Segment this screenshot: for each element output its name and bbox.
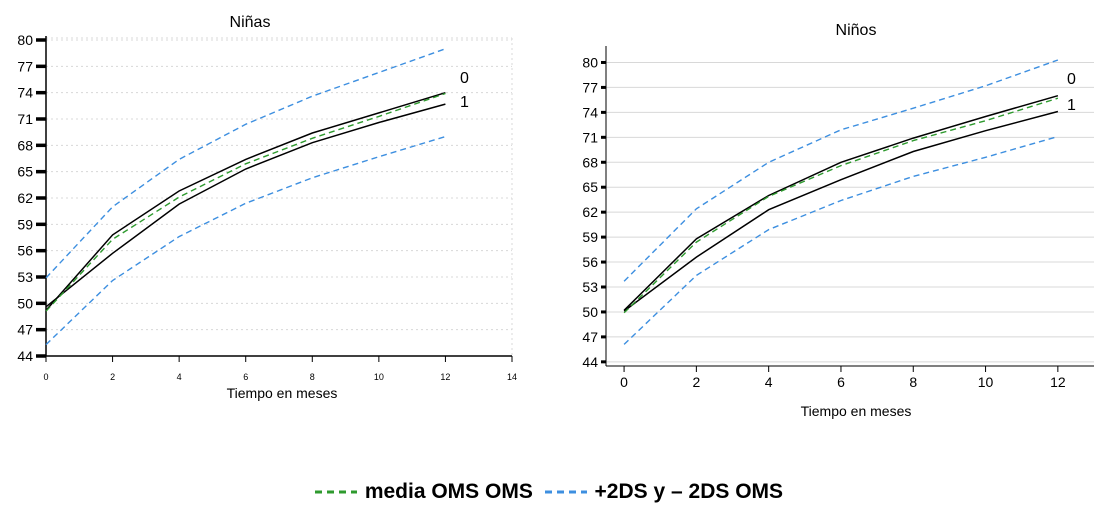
legend-mean-swatch [314,490,357,494]
chart-ninos-series [623,59,1059,345]
chart-ninos-xtick-label-4: 8 [909,374,917,390]
chart-ninas-xtick-label-7: 14 [507,372,517,382]
chart-ninos-xtick-label-6: 12 [1050,374,1066,390]
legend-mean-label: media OMS OMS [364,480,533,503]
chart-ninos-ytick-label-10: 74 [582,104,598,120]
chart-ninos-ytick-label-9: 71 [582,129,598,145]
chart-ninas-xtick-label-5: 10 [374,372,384,382]
chart-ninos-xtick-label-3: 6 [837,374,845,390]
chart-ninas-line-media-oms [45,92,446,312]
chart-ninos-line-1 [623,110,1059,312]
chart-ninos-xtick-label-5: 10 [978,374,994,390]
chart-ninas-xtick-label-4: 8 [310,372,315,382]
chart-ninos-ytick-label-7: 65 [582,179,598,195]
chart-ninos-axes [605,46,1094,367]
chart-ninos-series-1-label: 1 [1067,97,1076,114]
chart-ninos-ytick-label-3: 53 [582,279,598,295]
chart-ninas-series-0-label: 0 [460,70,469,87]
chart-ninas-ytick-label-7: 65 [17,164,33,180]
chart-ninos-ytick-label-2: 50 [582,304,598,320]
chart-ninas-ytick-label-4: 56 [17,243,33,259]
legend-sd-swatch [544,490,587,494]
legend-sd: +2DS y – 2DS OMS [543,480,783,503]
chart-ninas-title: Niñas [230,14,271,31]
chart-ninas-series-1-label: 1 [460,94,469,111]
chart-ninas-ytick-label-5: 59 [17,216,33,232]
chart-ninas-ytick-label-6: 62 [17,190,33,206]
chart-ninas-grid [46,37,513,357]
chart-ninas-series [45,48,446,346]
chart-ninas-ytick-label-10: 74 [17,85,33,101]
chart-ninas-ytick-label-8: 68 [17,137,33,153]
chart-ninas-line-0 [45,91,446,311]
legend: media OMS OMS +2DS y – 2DS OMS [0,480,1096,504]
chart-ninas-xtick-label-1: 2 [110,372,115,382]
chart-ninos-ytick-label-5: 59 [582,229,598,245]
chart-ninas-ytick-label-0: 44 [17,348,33,364]
chart-ninas-ytick-label-12: 80 [17,32,33,48]
chart-ninas-ytick-label-1: 47 [17,322,33,338]
chart-ninos-line-media-oms [623,97,1059,314]
chart-ninas-axes [45,36,512,357]
chart-ninos-line-0 [623,94,1059,311]
chart-ninos-series-0-label: 0 [1067,71,1076,88]
chart-ninos-ytick-label-1: 47 [582,329,598,345]
legend-sd-label: +2DS y – 2DS OMS [594,480,784,503]
chart-ninas-xtick-label-0: 0 [43,372,48,382]
chart-ninas-line-1 [45,103,446,308]
legend-mean: media OMS OMS [313,480,539,503]
chart-ninos-ytick-label-12: 80 [582,54,598,70]
chart-ninos-ytick-label-8: 68 [582,154,598,170]
chart-ninos-xtick-label-1: 2 [692,374,700,390]
chart-ninas-line-plus-2ds [45,48,446,279]
chart-ninas-xlabel: Tiempo en meses [227,385,338,401]
chart-ninas-ytick-label-3: 53 [17,269,33,285]
chart-ninos-xtick-label-2: 4 [765,374,773,390]
chart-ninos-ytick-label-4: 56 [582,254,598,270]
chart-ninos-ytick-label-0: 44 [582,354,598,370]
chart-ninas-ytick-label-2: 50 [17,295,33,311]
chart-ninos-title: Niños [836,22,877,39]
chart-ninas-ytick-label-11: 77 [17,58,33,74]
chart-ninos-ytick-label-6: 62 [582,204,598,220]
chart-ninos-line-minus-2ds [623,135,1059,345]
chart-ninas-ytick-label-9: 71 [17,111,33,127]
chart-ninos-xtick-label-0: 0 [620,374,628,390]
chart-ninas-xtick-label-2: 4 [177,372,182,382]
chart-ninas-xtick-label-6: 12 [440,372,450,382]
chart-ninos-line-plus-2ds [623,59,1059,282]
chart-ninas-line-minus-2ds [45,135,446,346]
chart-ninos-grid [606,61,1094,363]
chart-ninos-xlabel: Tiempo en meses [801,403,912,419]
chart-ninos-ytick-label-11: 77 [582,79,598,95]
chart-ninas-xtick-label-3: 6 [243,372,248,382]
